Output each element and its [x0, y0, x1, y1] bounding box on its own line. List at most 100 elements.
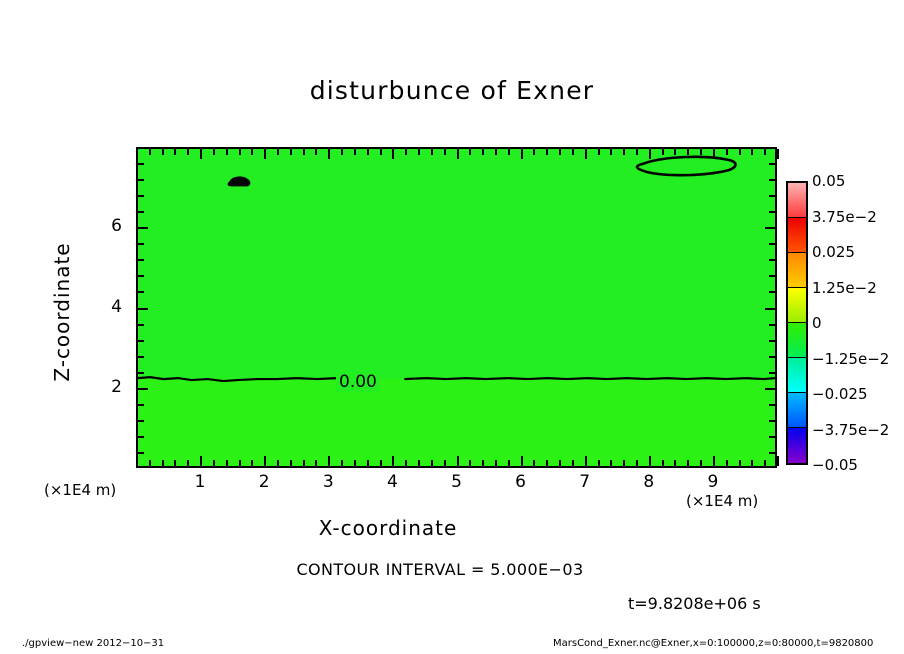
y-minor-tick — [138, 275, 144, 277]
x-tick-label: 4 — [386, 472, 398, 492]
colorbar-band-red-orange — [788, 218, 806, 253]
x-minor-tick — [213, 460, 215, 466]
x-minor-tick — [482, 460, 484, 466]
colorbar-band-pink-red — [788, 183, 806, 218]
colorbar-band-yellow-green — [788, 288, 806, 323]
y-minor-tick — [769, 243, 775, 245]
field-region-lower — [138, 378, 775, 466]
x-minor-tick — [341, 149, 343, 155]
y-minor-tick — [769, 211, 775, 213]
x-minor-tick — [405, 460, 407, 466]
x-major-tick — [713, 149, 715, 159]
x-minor-tick — [290, 460, 292, 466]
y-minor-tick — [769, 275, 775, 277]
x-major-tick — [521, 456, 523, 466]
y-minor-tick — [769, 179, 775, 181]
x-minor-tick — [251, 460, 253, 466]
y-minor-tick — [769, 372, 775, 374]
x-minor-tick — [533, 460, 535, 466]
x-minor-tick — [674, 149, 676, 155]
x-minor-tick — [444, 149, 446, 155]
x-minor-tick — [559, 149, 561, 155]
x-minor-tick — [610, 149, 612, 155]
x-minor-tick — [418, 149, 420, 155]
y-minor-tick — [769, 436, 775, 438]
x-minor-tick — [610, 460, 612, 466]
y-minor-tick — [138, 163, 144, 165]
x-minor-tick — [239, 149, 241, 155]
colorbar-tick-label: −1.25e−2 — [812, 349, 890, 368]
x-axis-unit: (×1E4 m) — [686, 492, 759, 510]
colorbar-tick-label: 0.025 — [812, 243, 855, 261]
y-major-tick — [765, 227, 775, 229]
y-minor-tick — [138, 291, 144, 293]
colorbar-tick-label: −0.05 — [812, 456, 858, 474]
x-major-tick — [264, 456, 266, 466]
x-major-tick — [264, 149, 266, 159]
x-minor-tick — [598, 149, 600, 155]
y-major-tick — [765, 308, 775, 310]
x-tick-label: 9 — [707, 472, 719, 492]
x-minor-tick — [290, 149, 292, 155]
x-tick-label: 3 — [322, 472, 334, 492]
x-major-tick — [328, 149, 330, 159]
y-axis-unit: (×1E4 m) — [44, 481, 117, 499]
contour-value-label: 0.00 — [336, 372, 380, 392]
y-minor-tick — [769, 259, 775, 261]
contour-interval-text: CONTOUR INTERVAL = 5.000E−03 — [296, 560, 584, 579]
y-minor-tick — [138, 452, 144, 454]
x-minor-tick — [380, 460, 382, 466]
x-minor-tick — [598, 460, 600, 466]
x-minor-tick — [546, 460, 548, 466]
x-minor-tick — [546, 149, 548, 155]
x-major-tick — [328, 456, 330, 466]
x-minor-tick — [739, 460, 741, 466]
x-major-tick — [200, 456, 202, 466]
y-minor-tick — [769, 356, 775, 358]
colorbar — [786, 181, 808, 465]
footer-source-text: MarsCond_Exner.nc@Exner,x=0:100000,z=0:8… — [553, 638, 874, 649]
colorbar-band-orange-yellow — [788, 253, 806, 288]
colorbar-tick-label: 1.25e−2 — [812, 278, 877, 297]
y-minor-tick — [138, 420, 144, 422]
x-minor-tick — [700, 460, 702, 466]
x-major-tick — [457, 149, 459, 159]
x-axis-title: X-coordinate — [318, 516, 458, 540]
colorbar-band-cyan-blue — [788, 393, 806, 428]
x-minor-tick — [726, 460, 728, 466]
y-major-tick — [138, 308, 148, 310]
x-major-tick — [521, 149, 523, 159]
x-major-tick — [649, 149, 651, 159]
y-minor-tick — [138, 340, 144, 342]
x-minor-tick — [572, 149, 574, 155]
x-minor-tick — [431, 460, 433, 466]
x-minor-tick — [315, 460, 317, 466]
x-minor-tick — [354, 149, 356, 155]
y-minor-tick — [138, 243, 144, 245]
colorbar-tick-label: 0 — [812, 314, 822, 332]
y-minor-tick — [769, 420, 775, 422]
x-minor-tick — [226, 149, 228, 155]
x-minor-tick — [226, 460, 228, 466]
x-minor-tick — [149, 460, 151, 466]
x-major-tick — [200, 149, 202, 159]
y-major-tick — [138, 388, 148, 390]
y-minor-tick — [138, 324, 144, 326]
x-minor-tick — [674, 460, 676, 466]
x-minor-tick — [174, 149, 176, 155]
x-minor-tick — [662, 460, 664, 466]
y-axis-title: Z-coordinate — [50, 242, 74, 382]
y-minor-tick — [769, 340, 775, 342]
x-minor-tick — [251, 149, 253, 155]
x-tick-label: 7 — [579, 472, 591, 492]
x-minor-tick — [341, 460, 343, 466]
x-minor-tick — [636, 460, 638, 466]
x-minor-tick — [405, 149, 407, 155]
colorbar-tick-label: −3.75e−2 — [812, 420, 890, 439]
x-minor-tick — [213, 149, 215, 155]
x-minor-tick — [764, 149, 766, 155]
x-minor-tick — [687, 149, 689, 155]
x-tick-label: 6 — [515, 472, 526, 492]
x-major-tick — [777, 149, 779, 159]
x-minor-tick — [508, 460, 510, 466]
